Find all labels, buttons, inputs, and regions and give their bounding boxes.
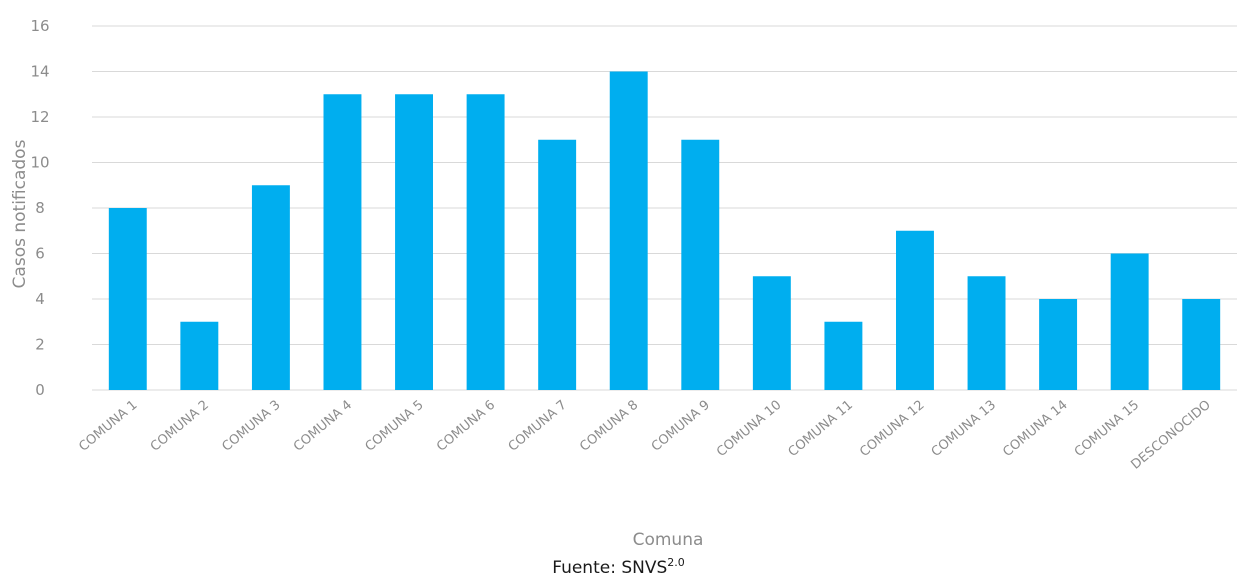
x-tick-label: COMUNA 5 [363, 398, 427, 455]
x-tick-label: COMUNA 7 [506, 398, 570, 455]
source-note: Fuente: SNVS2.0 [0, 556, 1237, 578]
bar [538, 139, 577, 390]
x-axis-label: Comuna [633, 530, 704, 550]
source-version: 2.0 [667, 556, 685, 569]
bar [752, 276, 791, 390]
y-tick-label: 14 [30, 63, 49, 81]
y-tick-label: 12 [30, 108, 49, 126]
x-tick-label: COMUNA 11 [786, 398, 856, 460]
x-tick-label: COMUNA 10 [714, 398, 784, 460]
x-axis-ticks: COMUNA 1 COMUNA 2 COMUNA 3 COMUNA 4 COMUNA 5… [76, 398, 1214, 473]
y-axis-ticks: 0 2 4 6 8 10 12 14 16 [30, 17, 49, 399]
bar [180, 321, 219, 390]
bar [108, 208, 147, 390]
bars [108, 71, 1221, 390]
x-tick-label: COMUNA 15 [1072, 398, 1142, 460]
x-tick-label: COMUNA 6 [434, 398, 498, 455]
x-tick-label: COMUNA 1 [76, 398, 140, 455]
x-tick-label: COMUNA 13 [929, 398, 999, 460]
y-tick-label: 16 [30, 17, 49, 35]
x-tick-label: COMUNA 14 [1000, 398, 1070, 460]
x-tick-label: COMUNA 4 [291, 398, 355, 455]
y-tick-label: 8 [35, 199, 45, 217]
y-tick-label: 4 [35, 290, 45, 308]
bar [251, 185, 290, 390]
bar [967, 276, 1006, 390]
bar [1182, 299, 1221, 390]
y-tick-label: 10 [30, 154, 49, 172]
x-tick-label: COMUNA 3 [219, 398, 283, 455]
bar [1110, 253, 1149, 390]
bar [466, 94, 505, 390]
x-tick-label: COMUNA 2 [148, 398, 212, 455]
x-tick-label: COMUNA 12 [857, 398, 927, 460]
bar [681, 139, 720, 390]
bar [1039, 299, 1078, 390]
y-tick-label: 6 [35, 245, 45, 263]
bar [824, 321, 863, 390]
bar [896, 230, 934, 390]
bar [323, 94, 362, 390]
bar [395, 94, 433, 390]
y-tick-label: 2 [35, 336, 45, 354]
y-tick-label: 0 [35, 381, 45, 399]
x-tick-label: COMUNA 9 [649, 398, 713, 455]
source-text: Fuente: SNVS [552, 558, 668, 578]
y-axis-label: Casos notificados [10, 139, 30, 288]
bar [609, 71, 648, 390]
x-tick-label: COMUNA 8 [577, 398, 641, 455]
